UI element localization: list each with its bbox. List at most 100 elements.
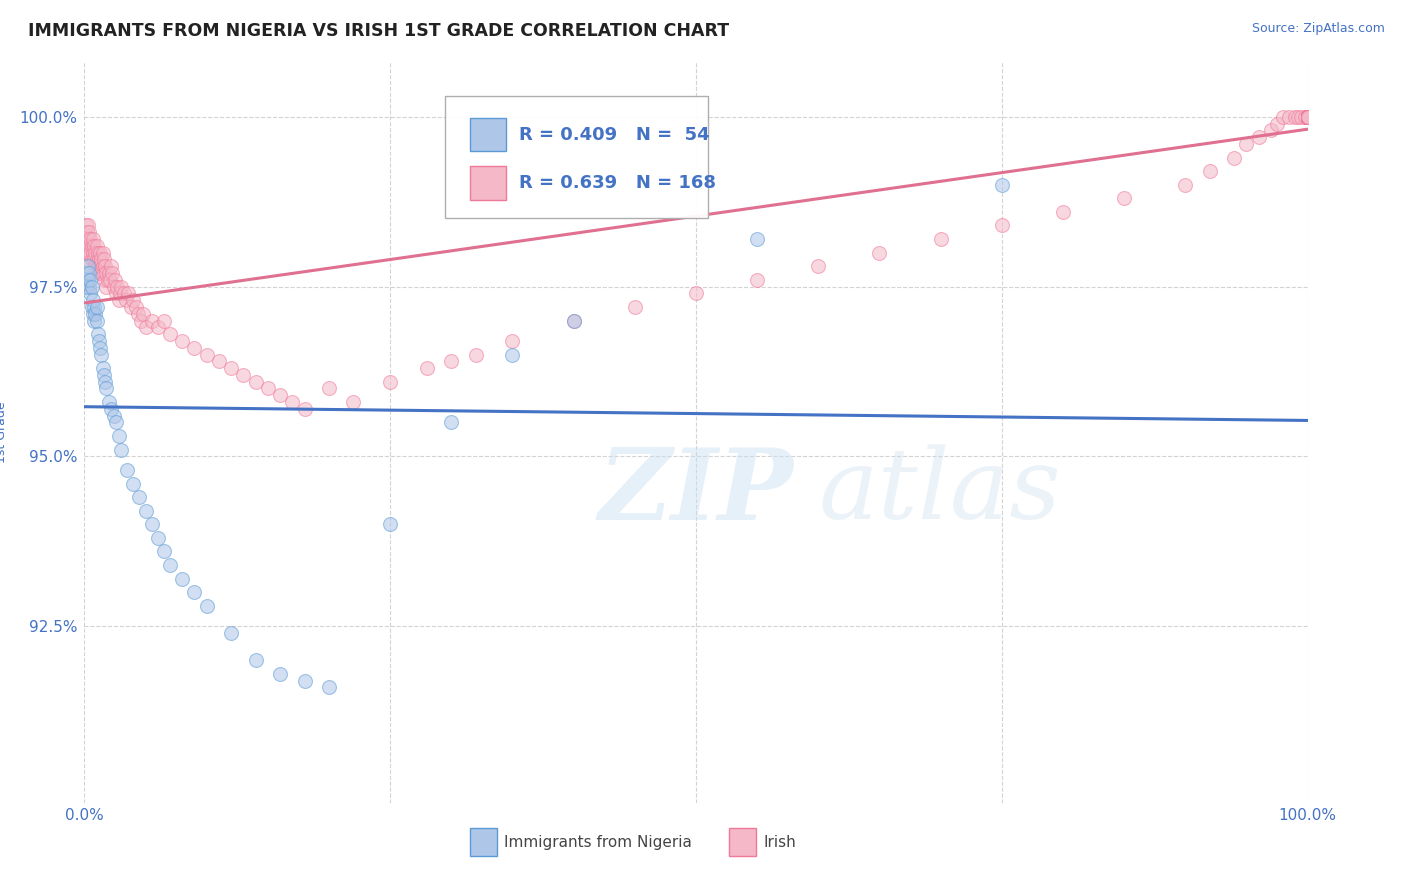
Point	[1296, 110, 1319, 124]
FancyBboxPatch shape	[446, 95, 709, 218]
Point	[82, 307, 104, 321]
Point	[1284, 110, 1306, 124]
Point	[97, 273, 120, 287]
Point	[80, 279, 103, 293]
Point	[122, 293, 145, 308]
Point	[1296, 110, 1319, 124]
Point	[1296, 110, 1319, 124]
Point	[77, 219, 100, 233]
Point	[105, 279, 128, 293]
Point	[929, 232, 952, 246]
Point	[91, 259, 114, 273]
Point	[1296, 110, 1319, 124]
Point	[245, 375, 267, 389]
Point	[141, 313, 163, 327]
Point	[76, 239, 98, 253]
Point	[991, 178, 1014, 192]
Point	[257, 382, 280, 396]
Point	[747, 273, 769, 287]
Point	[76, 266, 98, 280]
Point	[1296, 110, 1319, 124]
Point	[1294, 110, 1316, 124]
Point	[80, 252, 103, 267]
Point	[869, 245, 891, 260]
Point	[79, 273, 101, 287]
Text: R = 0.639   N = 168: R = 0.639 N = 168	[519, 174, 716, 192]
Point	[101, 266, 124, 280]
Point	[219, 361, 242, 376]
Point	[1296, 110, 1319, 124]
Point	[807, 259, 830, 273]
Point	[183, 585, 205, 599]
Point	[86, 313, 108, 327]
Point	[232, 368, 254, 382]
Point	[1296, 110, 1319, 124]
Text: Source: ZipAtlas.com: Source: ZipAtlas.com	[1251, 22, 1385, 36]
Point	[103, 279, 125, 293]
Point	[105, 286, 128, 301]
Point	[104, 273, 127, 287]
Point	[110, 442, 132, 457]
Point	[135, 320, 157, 334]
Point	[1296, 110, 1319, 124]
Point	[1296, 110, 1319, 124]
Point	[1296, 110, 1319, 124]
Point	[1052, 205, 1074, 219]
Point	[76, 225, 98, 239]
Point	[416, 361, 439, 376]
Point	[1296, 110, 1319, 124]
Point	[141, 517, 163, 532]
Point	[120, 300, 142, 314]
Point	[281, 395, 304, 409]
Point	[75, 232, 97, 246]
Point	[77, 232, 100, 246]
Point	[77, 245, 100, 260]
Point	[83, 239, 105, 253]
Point	[1296, 110, 1319, 124]
Point	[132, 307, 155, 321]
Bar	[470, 167, 506, 200]
Point	[1296, 110, 1319, 124]
Point	[96, 266, 118, 280]
Point	[90, 252, 112, 267]
Point	[1296, 110, 1319, 124]
Point	[112, 286, 135, 301]
Point	[1174, 178, 1197, 192]
Point	[87, 259, 110, 273]
Point	[76, 252, 98, 267]
Point	[79, 286, 101, 301]
Point	[82, 293, 104, 308]
Point	[1296, 110, 1319, 124]
Point	[86, 252, 108, 267]
Point	[562, 313, 585, 327]
Point	[87, 266, 110, 280]
Point	[159, 558, 181, 572]
Point	[245, 653, 267, 667]
Point	[1296, 110, 1319, 124]
Point	[87, 327, 110, 342]
Point	[269, 388, 291, 402]
Point	[1296, 110, 1319, 124]
Point	[91, 361, 114, 376]
Point	[146, 320, 169, 334]
Point	[98, 273, 121, 287]
Point	[1296, 110, 1319, 124]
Point	[269, 666, 291, 681]
Point	[76, 279, 98, 293]
Point	[128, 490, 150, 504]
Point	[77, 279, 100, 293]
Point	[127, 307, 149, 321]
Point	[107, 293, 129, 308]
Point	[1296, 110, 1319, 124]
Point	[115, 293, 138, 308]
Point	[172, 334, 194, 348]
Point	[1286, 110, 1309, 124]
Point	[1296, 110, 1319, 124]
Point	[294, 401, 316, 416]
Point	[318, 681, 340, 695]
Point	[105, 416, 128, 430]
Point	[83, 252, 105, 267]
Point	[93, 368, 115, 382]
Point	[96, 382, 118, 396]
Point	[747, 232, 769, 246]
